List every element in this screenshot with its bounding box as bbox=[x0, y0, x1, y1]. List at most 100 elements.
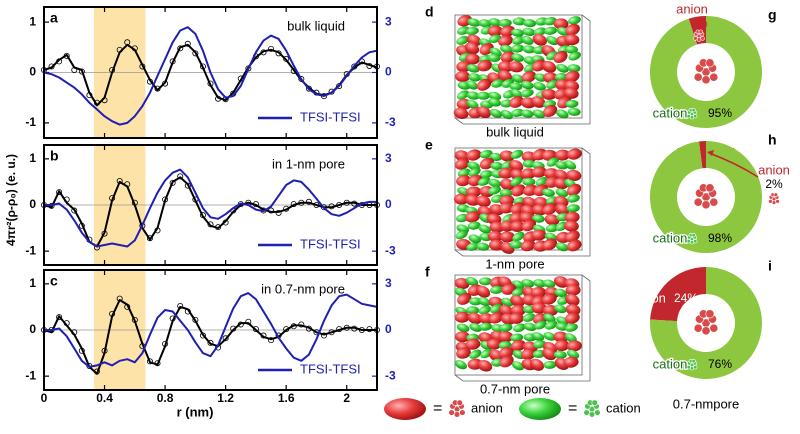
data-point bbox=[177, 45, 184, 52]
molecule-cloud bbox=[454, 276, 582, 372]
molecule bbox=[512, 231, 525, 242]
molecule bbox=[489, 108, 503, 118]
molecule bbox=[512, 17, 526, 26]
atom bbox=[594, 409, 601, 416]
panel-letter: i bbox=[768, 258, 772, 274]
atom bbox=[705, 183, 715, 193]
molecule bbox=[542, 293, 557, 305]
y2-tick-label: -3 bbox=[385, 243, 396, 257]
molecule bbox=[553, 50, 568, 64]
atom bbox=[691, 108, 696, 113]
x-axis-label: r (nm) bbox=[177, 404, 214, 419]
y2-tick-label: 3 bbox=[385, 14, 392, 28]
molecule bbox=[477, 60, 493, 72]
atom bbox=[693, 365, 698, 370]
molecule bbox=[478, 305, 492, 315]
molecule bbox=[488, 91, 502, 101]
molecule bbox=[453, 193, 469, 205]
molecule bbox=[511, 74, 525, 83]
molecule bbox=[465, 26, 479, 36]
atom bbox=[588, 411, 596, 418]
molecule bbox=[498, 167, 514, 179]
molecule bbox=[520, 239, 536, 252]
molecule bbox=[469, 349, 482, 359]
y-tick-label: 1 bbox=[29, 14, 36, 28]
molecule bbox=[455, 229, 468, 240]
atom bbox=[693, 323, 703, 333]
data-point bbox=[177, 173, 184, 180]
data-point bbox=[146, 235, 153, 242]
atom bbox=[456, 399, 463, 406]
molecule bbox=[456, 323, 470, 333]
atom bbox=[709, 72, 719, 82]
atom bbox=[775, 199, 780, 204]
data-point bbox=[71, 207, 78, 214]
molecule bbox=[542, 202, 558, 215]
data-point bbox=[321, 332, 328, 339]
molecule bbox=[555, 149, 571, 161]
molecule bbox=[455, 213, 469, 223]
molecule bbox=[565, 230, 580, 243]
category-label: cation bbox=[653, 356, 688, 371]
molecule bbox=[469, 323, 482, 332]
atom bbox=[459, 409, 466, 416]
legend-label: TFSI-TFSI bbox=[300, 361, 361, 376]
molecule bbox=[511, 44, 525, 53]
molecule bbox=[476, 195, 491, 207]
molecule bbox=[479, 149, 493, 159]
molecule bbox=[510, 295, 525, 307]
blue-line bbox=[43, 26, 378, 126]
molecule bbox=[520, 109, 534, 118]
molecule bbox=[554, 203, 570, 216]
legend-symbol: = bbox=[568, 400, 577, 417]
fit-line bbox=[43, 299, 377, 375]
molecule bbox=[566, 349, 580, 359]
molecule bbox=[456, 347, 471, 359]
molecule bbox=[542, 188, 555, 197]
molecule bbox=[564, 333, 577, 343]
molecule bbox=[529, 358, 545, 371]
molecule bbox=[465, 80, 479, 90]
molecule bbox=[510, 28, 524, 37]
y-tick-label: -1 bbox=[25, 115, 36, 129]
molecule-icon bbox=[693, 309, 719, 336]
molecule bbox=[499, 202, 515, 214]
molecule bbox=[499, 189, 513, 198]
molecule bbox=[563, 220, 579, 232]
molecule bbox=[465, 211, 481, 223]
molecule bbox=[543, 332, 556, 341]
molecule bbox=[508, 312, 524, 324]
molecule bbox=[566, 239, 582, 252]
molecule bbox=[468, 167, 481, 177]
molecule-icon bbox=[693, 183, 719, 210]
donut-slice bbox=[698, 141, 706, 169]
molecule bbox=[511, 361, 525, 371]
molecule bbox=[564, 45, 578, 54]
molecule bbox=[466, 242, 480, 251]
plot-frame bbox=[43, 269, 378, 391]
molecule bbox=[510, 220, 526, 232]
sim-box-edge bbox=[454, 147, 591, 257]
atom bbox=[686, 239, 691, 244]
molecule bbox=[522, 177, 536, 186]
molecule bbox=[476, 242, 490, 251]
data-point bbox=[56, 314, 63, 321]
molecule bbox=[500, 25, 515, 37]
atom bbox=[693, 114, 698, 119]
atom bbox=[583, 409, 590, 416]
data-point bbox=[207, 339, 214, 346]
atom bbox=[691, 233, 696, 238]
donut-slice bbox=[650, 16, 762, 128]
panel-letter: h bbox=[768, 132, 777, 148]
molecule bbox=[534, 320, 547, 330]
molecule bbox=[531, 332, 545, 341]
panel-letter: g bbox=[768, 7, 777, 23]
molecule bbox=[567, 64, 581, 73]
molecule bbox=[510, 88, 523, 99]
molecule bbox=[490, 285, 504, 294]
y2-tick-label: 0 bbox=[385, 322, 392, 336]
sim-box bbox=[454, 14, 583, 119]
molecule bbox=[564, 160, 577, 170]
legend-label: TFSI-TFSI bbox=[300, 109, 361, 124]
